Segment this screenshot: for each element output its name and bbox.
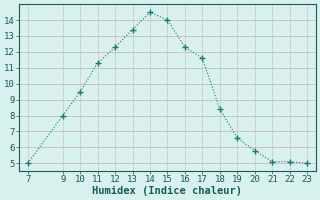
X-axis label: Humidex (Indice chaleur): Humidex (Indice chaleur) bbox=[92, 186, 243, 196]
